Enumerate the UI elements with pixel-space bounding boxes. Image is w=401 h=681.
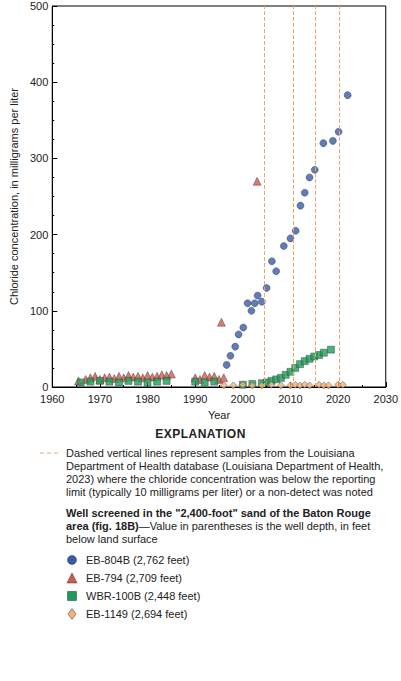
svg-text:1970: 1970 xyxy=(88,393,112,405)
html-text:EB-1149 (2,694 feet): EB-1149 (2,694 feet) xyxy=(86,607,188,620)
svg-text:Year: Year xyxy=(208,409,231,421)
svg-text:2030: 2030 xyxy=(374,393,398,405)
svg-text:1990: 1990 xyxy=(183,393,207,405)
svg-text:1960: 1960 xyxy=(40,393,64,405)
svg-text:400: 400 xyxy=(30,76,48,88)
svg-text:2010: 2010 xyxy=(278,393,302,405)
svg-text:500: 500 xyxy=(30,0,48,12)
html-text:EXPLANATION: EXPLANATION xyxy=(155,427,246,441)
html-text:WBR-100B (2,448 feet): WBR-100B (2,448 feet) xyxy=(86,589,201,602)
svg-text:2020: 2020 xyxy=(326,393,350,405)
svg-text:1980: 1980 xyxy=(135,393,159,405)
svg-text:Chloride concentration, in mil: Chloride concentration, in milligrams pe… xyxy=(8,88,20,305)
svg-text:300: 300 xyxy=(30,152,48,164)
svg-text:2000: 2000 xyxy=(231,393,255,405)
html-text:EB-794 (2,709 feet): EB-794 (2,709 feet) xyxy=(86,571,182,584)
html-text:Well screened in the "2,400-fo: Well screened in the "2,400-foot" sand o… xyxy=(66,507,371,545)
svg-text:100: 100 xyxy=(30,305,48,317)
html-text:EB-804B (2,762 feet): EB-804B (2,762 feet) xyxy=(86,553,190,566)
svg-text:200: 200 xyxy=(30,229,48,241)
html-text:Dashed vertical lines represen: Dashed vertical lines represent samples … xyxy=(66,447,384,498)
svg-text:0: 0 xyxy=(42,381,48,393)
